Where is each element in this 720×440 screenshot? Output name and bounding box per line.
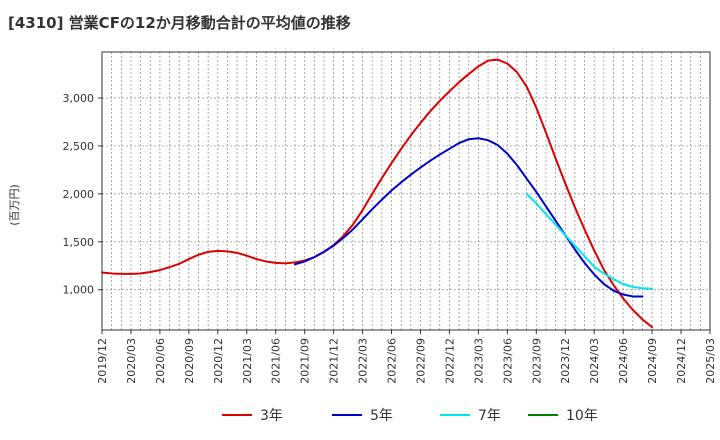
x-tick-label: 2023/12 xyxy=(559,338,572,384)
y-tick-label: 2,000 xyxy=(63,188,95,201)
x-tick-label: 2020/06 xyxy=(154,338,167,384)
y-tick-label: 3,000 xyxy=(63,92,95,105)
x-tick-label: 2021/09 xyxy=(299,338,312,384)
x-tick-label: 2024/09 xyxy=(646,338,659,384)
plot-area-frame xyxy=(101,51,711,331)
x-tick-label: 2022/03 xyxy=(357,338,370,384)
y-tick-label: 1,500 xyxy=(63,236,95,249)
x-tick-label: 2020/12 xyxy=(212,338,225,384)
x-tick-label: 2021/06 xyxy=(270,338,283,384)
y-axis-ticks: 1,000 1,500 2,000 2,500 3,000 xyxy=(63,92,102,297)
x-tick-label: 2020/09 xyxy=(183,338,196,384)
x-tick-label: 2020/03 xyxy=(125,338,138,384)
x-tick-label: 2021/03 xyxy=(241,338,254,384)
legend-label-1: 3年 xyxy=(260,408,283,424)
chart-title: [4310] 営業CFの12か月移動合計の平均値の推移 xyxy=(8,14,351,32)
y-tick-label: 2,500 xyxy=(63,140,95,153)
x-tick-label: 2021/12 xyxy=(328,338,341,384)
x-tick-label: 2022/06 xyxy=(386,338,399,384)
y-tick-label: 1,000 xyxy=(63,284,95,297)
x-tick-label: 2024/03 xyxy=(588,338,601,384)
series-lines xyxy=(101,58,654,329)
x-tick-label: 2023/03 xyxy=(472,338,485,384)
x-tick-label: 2022/09 xyxy=(414,338,427,384)
y-axis-label: (百万円) xyxy=(8,184,21,226)
series-line-3 xyxy=(525,192,654,290)
x-tick-label: 2023/09 xyxy=(530,338,543,384)
x-tick-label: 2022/12 xyxy=(443,338,456,384)
x-tick-label: 2023/06 xyxy=(501,338,514,384)
x-tick-label: 2024/12 xyxy=(675,338,688,384)
legend-label-3: 7年 xyxy=(478,408,501,424)
grid xyxy=(101,52,711,330)
x-tick-label: 2019/12 xyxy=(96,338,109,384)
series-line-2 xyxy=(294,137,644,298)
x-tick-label: 2024/06 xyxy=(617,338,630,384)
x-axis-ticks: 2019/12 2020/03 2020/06 2020/09 2020/12 2021/… xyxy=(96,330,717,384)
series-line-1 xyxy=(101,58,654,329)
legend-label-4: 10年 xyxy=(566,408,598,424)
legend: 3年 5年 7年 10年 xyxy=(222,408,598,424)
x-tick-label: 2025/03 xyxy=(704,338,717,384)
legend-label-2: 5年 xyxy=(370,408,393,424)
